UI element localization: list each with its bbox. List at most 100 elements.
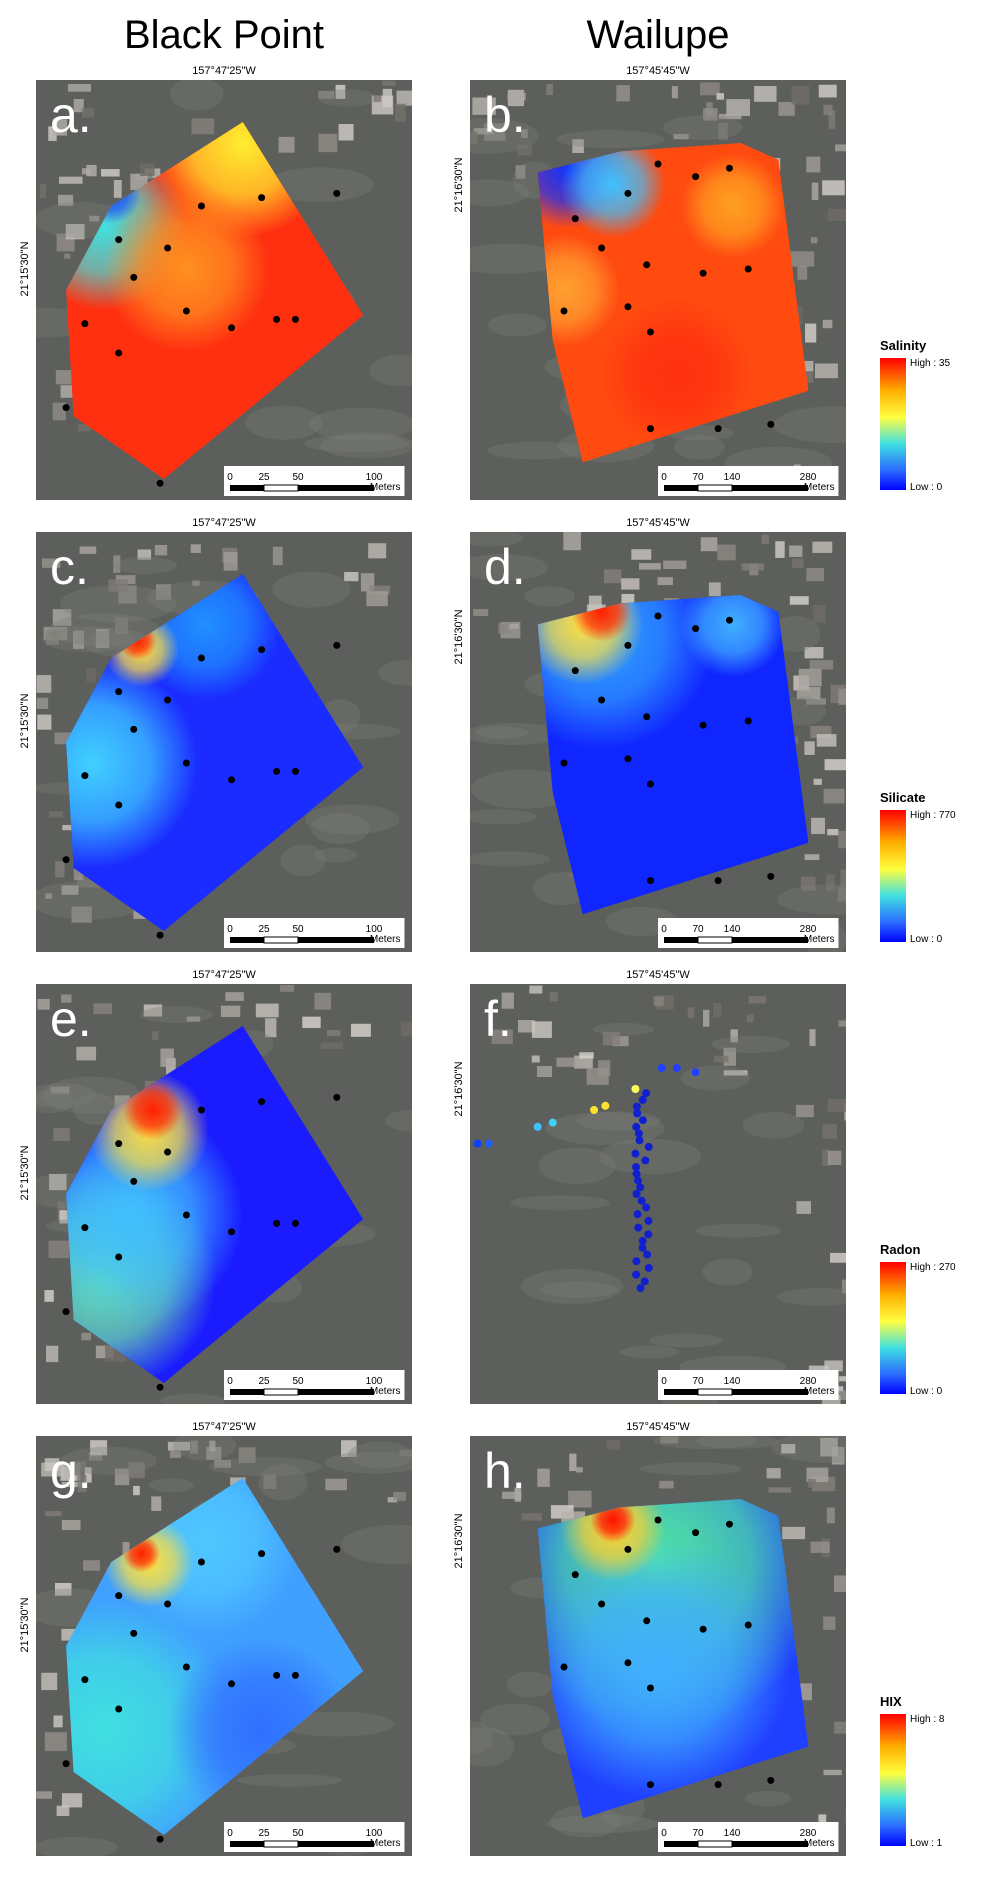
satellite-image	[470, 984, 863, 1412]
sample-station	[115, 1592, 122, 1599]
reef-texture	[385, 1110, 439, 1131]
building	[817, 734, 837, 746]
building	[473, 609, 488, 616]
building	[393, 1492, 406, 1501]
sample-station	[624, 1659, 631, 1666]
reef-texture	[640, 1462, 742, 1475]
reef-texture	[463, 809, 536, 824]
scale-seg	[732, 1841, 808, 1847]
legend-title: Radon	[880, 1242, 921, 1257]
sample-station	[767, 1777, 774, 1784]
scale-label: 140	[724, 1828, 741, 1839]
map-panel: g.02550100Meters157°47'25"W21°15'30"N	[19, 1421, 449, 1859]
building	[658, 577, 673, 585]
building	[769, 1487, 791, 1492]
building	[717, 545, 735, 561]
scale-seg	[698, 485, 732, 491]
latitude-label: 21°15'30"N	[19, 241, 31, 296]
sample-station	[63, 1760, 70, 1767]
sample-station	[572, 215, 579, 222]
latitude-label: 21°16'30"N	[453, 609, 465, 664]
reef-texture	[521, 1269, 623, 1304]
reef-texture	[140, 1006, 213, 1023]
reef-texture	[28, 1091, 74, 1114]
longitude-label: 157°45'45"W	[626, 1421, 690, 1433]
sample-station	[157, 932, 164, 939]
scale-seg	[732, 1389, 808, 1395]
sample-station	[198, 1107, 205, 1114]
scale-seg	[664, 485, 698, 491]
scale-bar: 02550100Meters	[224, 1822, 404, 1852]
sample-station	[164, 245, 171, 252]
building	[140, 163, 154, 176]
building	[302, 1017, 320, 1028]
scale-label: 50	[292, 924, 304, 935]
scale-seg	[230, 937, 264, 943]
building	[827, 1507, 835, 1523]
scale-unit: Meters	[804, 1386, 835, 1397]
sample-station	[700, 270, 707, 277]
sample-station	[333, 190, 340, 197]
building	[314, 993, 331, 1010]
building	[830, 1253, 853, 1263]
building	[828, 209, 847, 221]
sample-station	[81, 1676, 88, 1683]
scale-label: 0	[661, 1376, 667, 1387]
sample-station	[647, 1685, 654, 1692]
longitude-label: 157°45'45"W	[626, 969, 690, 981]
radon-sample	[643, 1250, 651, 1258]
building	[654, 997, 664, 1006]
sample-station	[115, 688, 122, 695]
sample-station	[655, 1517, 662, 1524]
reef-texture	[449, 1721, 493, 1755]
sample-station	[624, 190, 631, 197]
reef-texture	[114, 557, 177, 574]
building	[782, 1527, 805, 1539]
map-panel: b.070140280Meters157°45'45"W21°16'30"N	[430, 65, 890, 500]
radon-sample	[641, 1156, 649, 1164]
radon-sample	[633, 1109, 641, 1117]
scale-label: 50	[292, 1828, 304, 1839]
scale-seg	[698, 1841, 732, 1847]
building	[747, 1015, 754, 1023]
building	[576, 1467, 583, 1472]
sample-station	[333, 1546, 340, 1553]
building	[663, 561, 686, 569]
building	[639, 563, 661, 570]
radon-sample	[474, 1140, 482, 1148]
building	[152, 1031, 158, 1040]
building	[339, 124, 354, 141]
radon-sample	[634, 1210, 642, 1218]
sample-station	[198, 1559, 205, 1566]
legend-low: Low : 1	[910, 1838, 943, 1849]
longitude-label: 157°47'25"W	[192, 1421, 256, 1433]
latitude-label: 21°15'30"N	[19, 693, 31, 748]
scale-seg	[698, 1389, 732, 1395]
building	[805, 324, 816, 343]
reef-texture	[777, 884, 883, 914]
reef-texture	[711, 1036, 790, 1053]
latitude-label: 21°15'30"N	[19, 1145, 31, 1200]
sample-station	[164, 1149, 171, 1156]
sample-station	[745, 1622, 752, 1629]
sample-station	[647, 877, 654, 884]
sample-station	[745, 718, 752, 725]
scale-label: 25	[258, 924, 270, 935]
sample-station	[258, 194, 265, 201]
reef-texture	[743, 1112, 805, 1139]
radon-sample	[534, 1123, 542, 1131]
building	[537, 1469, 549, 1487]
sample-station	[183, 1664, 190, 1671]
building	[714, 1056, 729, 1063]
reef-texture	[620, 1346, 679, 1359]
sample-station	[767, 873, 774, 880]
legend-low: Low : 0	[910, 482, 943, 493]
radon-sample	[485, 1140, 493, 1148]
sample-station	[561, 1664, 568, 1671]
radon-sample	[638, 1197, 646, 1205]
radon-sample	[632, 1271, 640, 1279]
page: {"columns": ["Black Point", "Wailupe"], …	[0, 0, 990, 1887]
sample-station	[157, 1836, 164, 1843]
radon-sample	[633, 1190, 641, 1198]
